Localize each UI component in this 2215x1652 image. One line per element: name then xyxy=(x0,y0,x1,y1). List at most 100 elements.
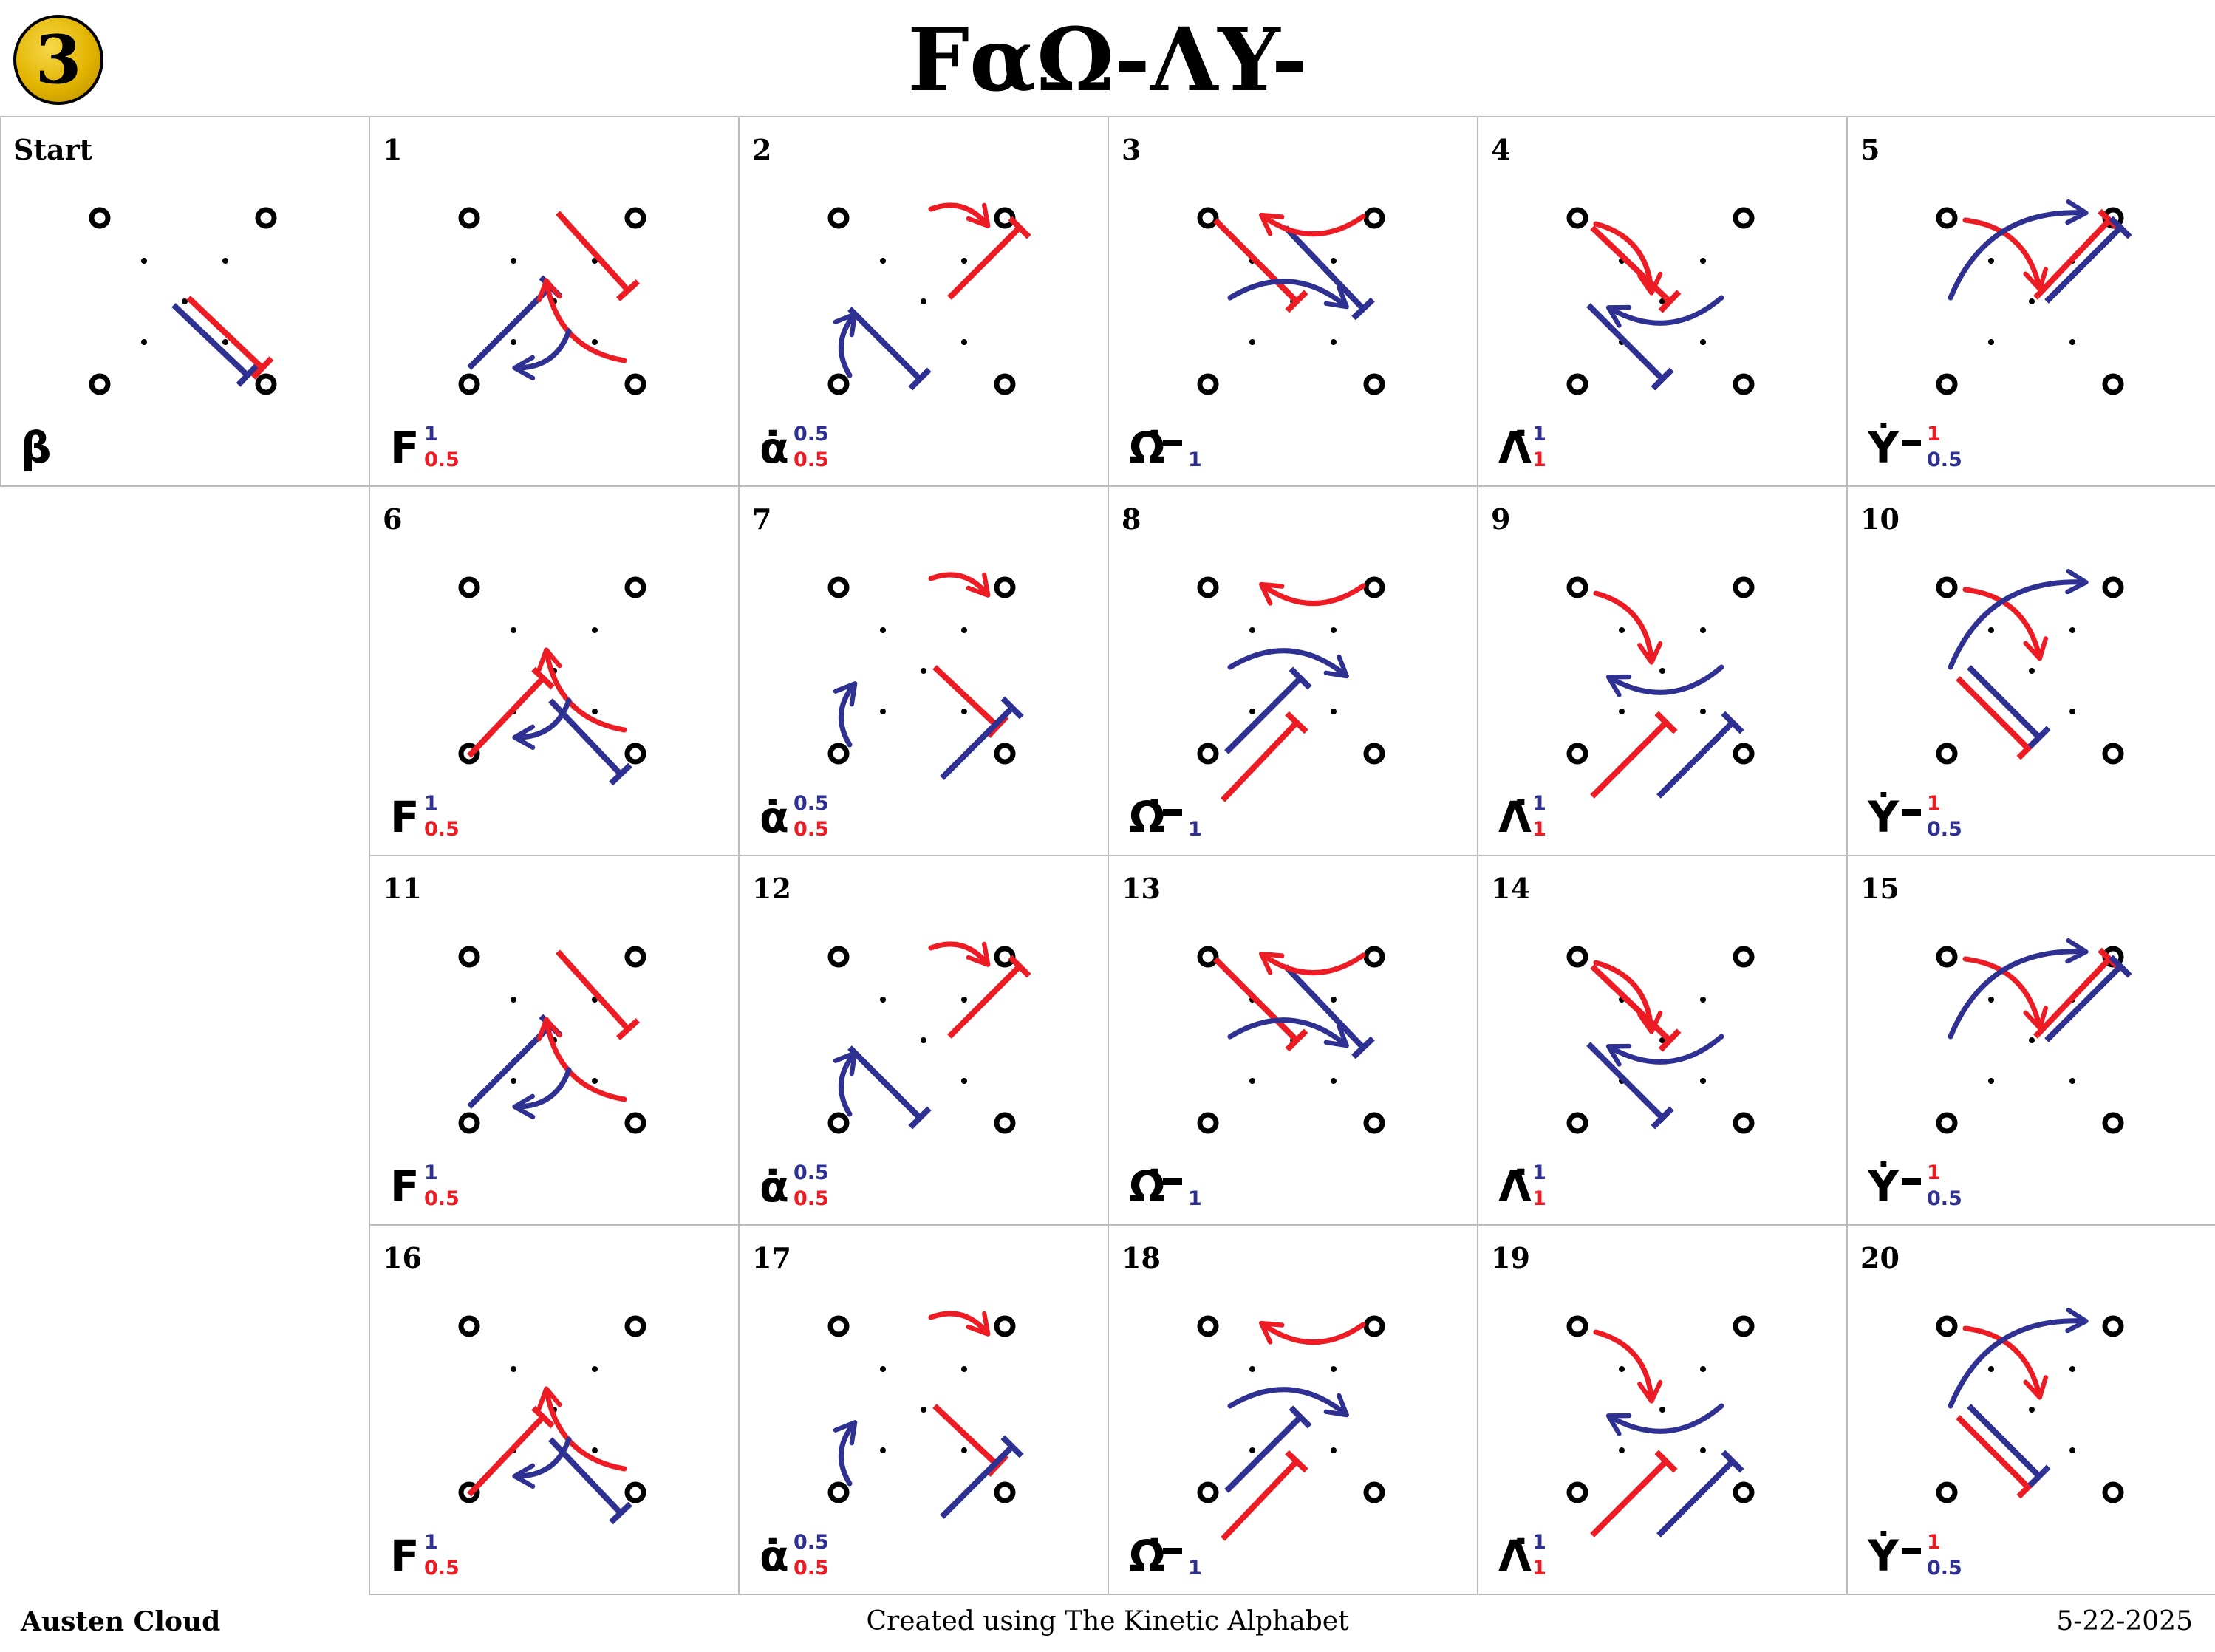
glyph-subscript: 1 xyxy=(1188,1187,1202,1210)
grid-dot xyxy=(1700,627,1706,633)
red-prop xyxy=(1221,720,1299,802)
hand-point xyxy=(624,946,646,968)
grid-dot xyxy=(2029,1407,2035,1413)
hand-point xyxy=(2102,1315,2124,1337)
glyph-subscript: 0.5 xyxy=(424,1187,460,1210)
motion-glyph: Λ̇ xyxy=(1498,1531,1532,1581)
grid-dot xyxy=(511,1366,516,1372)
motion-glyph: Λ̇ xyxy=(1498,423,1532,473)
motion-glyph: α̇ xyxy=(760,792,789,842)
glyph-superscript: 1 xyxy=(1927,1161,1941,1184)
hand-point xyxy=(2102,1112,2124,1134)
hand-point xyxy=(1197,1315,1219,1337)
hand-point xyxy=(1566,1112,1588,1134)
beat-cell-19: 19 Λ̇ 1 1 xyxy=(1477,1224,1848,1595)
hand-point xyxy=(1733,743,1755,765)
hand-point xyxy=(1936,743,1958,765)
motion-glyph: Ẏ xyxy=(1867,1529,1900,1581)
blue-prop-cap xyxy=(1000,696,1024,720)
grid-dot xyxy=(1988,258,1994,264)
grid-dot xyxy=(2029,298,2035,304)
hand-point xyxy=(1566,743,1588,765)
glyph-subscript: 0.5 xyxy=(1927,818,1962,841)
grid-dot xyxy=(592,709,598,714)
red-prop xyxy=(1956,676,2030,751)
grid-dot xyxy=(1700,1447,1706,1453)
red-prop xyxy=(1590,1459,1668,1537)
glyph-superscript: 1 xyxy=(1927,423,1941,446)
grid-dot xyxy=(921,298,926,304)
blue-motion-arrow xyxy=(1605,1034,1724,1067)
blue-motion-arrow xyxy=(1948,199,2089,301)
blue-prop xyxy=(1656,1459,1735,1537)
blue-motion-arrow xyxy=(1948,1307,2089,1409)
motion-glyph: Λ̇ xyxy=(1498,792,1532,842)
glyph-subscript: 1 xyxy=(1532,1557,1546,1580)
grid-dot xyxy=(2069,1447,2075,1453)
blue-prop-cap xyxy=(1000,1435,1024,1458)
grid-dot xyxy=(1249,1447,1255,1453)
hand-point xyxy=(458,946,480,968)
red-prop-cap xyxy=(1008,216,1031,239)
hand-point xyxy=(1936,373,1958,395)
red-motion-arrow xyxy=(928,1311,991,1337)
hand-point xyxy=(624,1481,646,1503)
red-motion-arrow xyxy=(1258,951,1366,975)
hand-point xyxy=(1936,1481,1958,1503)
red-prop-cap xyxy=(1285,1028,1308,1052)
beat-number: 13 xyxy=(1122,872,1161,905)
beat-number: 7 xyxy=(752,502,771,536)
hand-point xyxy=(458,207,480,229)
beat-cell-20: 20 Ẏ 1 0.5 xyxy=(1846,1224,2215,1595)
grid-dot xyxy=(961,1366,967,1372)
glyph-superscript: 1 xyxy=(424,1531,438,1554)
red-prop xyxy=(467,676,545,758)
beat-cell-17: 17 α̇ 0.5 0.5 xyxy=(738,1224,1109,1595)
hand-point xyxy=(624,576,646,598)
hand-point xyxy=(1733,1112,1755,1134)
glyph-superscript: 1 xyxy=(1927,1531,1941,1554)
red-motion-arrow xyxy=(536,1017,627,1102)
hand-point xyxy=(1363,373,1385,395)
motion-glyph: F xyxy=(390,1531,420,1581)
grid-dot xyxy=(1331,1366,1337,1372)
blue-prop-cap xyxy=(609,1501,632,1525)
hand-point xyxy=(255,207,277,229)
grid-dot xyxy=(592,1078,598,1084)
author-name: Austen Cloud xyxy=(21,1606,221,1637)
grid-dot xyxy=(1988,339,1994,345)
red-prop-cap xyxy=(1654,711,1678,734)
motion-glyph: Ẏ xyxy=(1867,421,1900,473)
grid-dot xyxy=(511,339,516,345)
beat-number: 15 xyxy=(1860,872,1900,905)
red-motion-arrow xyxy=(1258,581,1366,606)
beat-number: 18 xyxy=(1122,1241,1161,1274)
motion-glyph: Ω̇ xyxy=(1129,792,1165,842)
hand-point xyxy=(827,1112,850,1134)
red-motion-arrow xyxy=(1593,221,1663,296)
credit-text: Created using The Kinetic Alphabet xyxy=(866,1606,1349,1636)
grid-dot xyxy=(2029,668,2035,674)
blue-prop-cap xyxy=(2109,216,2132,239)
blue-motion-arrow xyxy=(1605,295,1724,328)
beat-number: 3 xyxy=(1122,133,1141,166)
blue-prop xyxy=(1967,1404,2041,1478)
hand-point xyxy=(2102,1481,2124,1503)
glyph-subscript: 1 xyxy=(1532,1187,1546,1210)
glyph-subscript: 0.5 xyxy=(1927,1187,1962,1210)
grid-dot xyxy=(1331,339,1337,345)
beat-number: 17 xyxy=(752,1241,791,1274)
red-prop-cap xyxy=(1658,1028,1682,1052)
glyph-superscript: 0.5 xyxy=(793,1531,829,1554)
blue-prop-cap xyxy=(1651,1106,1674,1130)
grid-dot xyxy=(222,258,228,264)
grid-dot xyxy=(511,1078,516,1084)
beat-number: 10 xyxy=(1860,502,1900,536)
red-prop-cap xyxy=(1008,955,1031,978)
glyph-superscript: 0.5 xyxy=(793,1161,829,1184)
red-motion-arrow xyxy=(536,1386,627,1472)
hand-point xyxy=(1566,1481,1588,1503)
glyph-superscript: 1 xyxy=(424,792,438,815)
beat-cell-6: 6 F 1 0.5 xyxy=(369,485,740,856)
grid-dot xyxy=(1331,1078,1337,1084)
